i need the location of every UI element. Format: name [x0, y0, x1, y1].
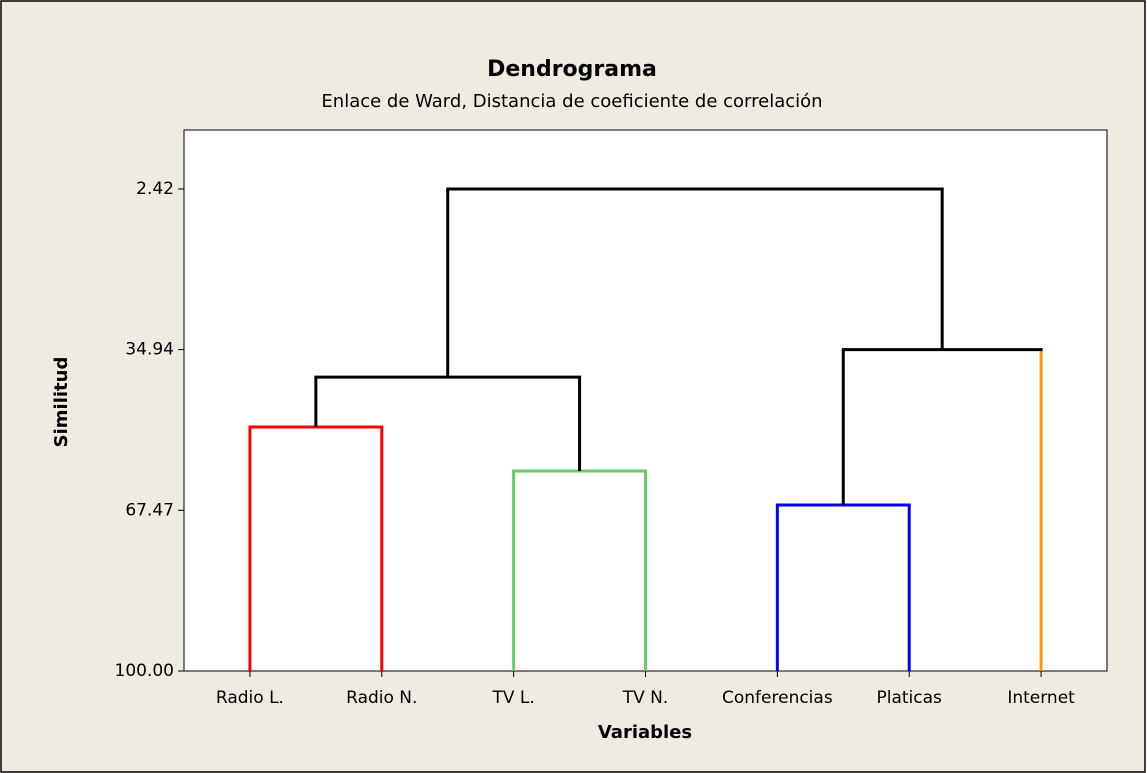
- x-tick-label: Conferencias: [722, 688, 833, 708]
- x-tick-label: TV L.: [491, 688, 534, 708]
- y-tick-label: 2.42: [136, 179, 174, 199]
- x-tick-label: Radio L.: [216, 688, 284, 708]
- x-tick-label: Internet: [1007, 688, 1075, 708]
- x-axis-label: Variables: [598, 722, 692, 743]
- y-tick-label: 34.94: [125, 340, 174, 360]
- x-tick-label: Radio N.: [346, 688, 417, 708]
- y-tick-label: 100.00: [115, 661, 174, 681]
- x-tick-label: TV N.: [622, 688, 669, 708]
- x-tick-label: Platicas: [877, 688, 943, 708]
- y-tick-label: 67.47: [125, 500, 174, 520]
- chart-title: Dendrograma: [487, 57, 657, 82]
- y-axis-label: Similitud: [51, 357, 72, 448]
- chart-subtitle: Enlace de Ward, Distancia de coeficiente…: [321, 91, 822, 112]
